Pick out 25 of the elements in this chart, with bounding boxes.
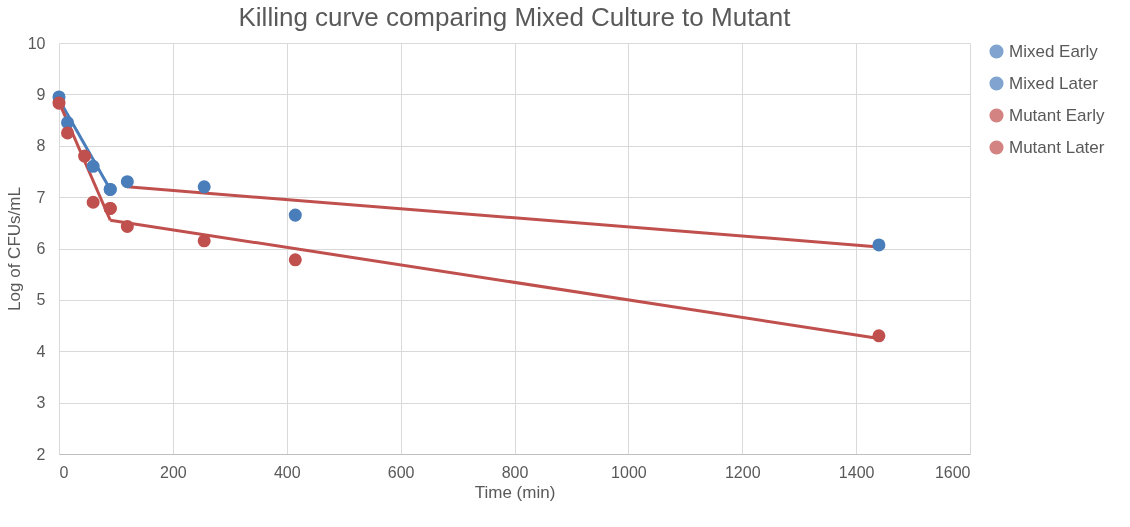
x-tick-label: 0: [59, 463, 69, 481]
y-tick-label: 6: [36, 240, 46, 257]
legend-label: Mutant Later: [1009, 137, 1105, 157]
y-tick-label: 5: [36, 291, 46, 309]
x-tick-label: 1200: [724, 463, 761, 481]
legend-label: Mutant Early: [1009, 105, 1105, 125]
x-tick-label: 600: [387, 463, 415, 481]
x-tick-label: 1400: [838, 463, 875, 481]
x-axis-title: Time (min): [474, 482, 556, 502]
legend-label: Mixed Later: [1009, 73, 1099, 93]
y-tick-label: 7: [36, 188, 46, 206]
x-tick-label: 200: [160, 463, 187, 481]
y-axis-title: Log of CFUs/mL: [4, 187, 24, 311]
x-tick-label: 1600: [934, 463, 971, 481]
y-tick-label: 10: [27, 34, 46, 52]
x-tick-label: 1000: [611, 463, 647, 481]
y-tick-label: 2: [36, 445, 46, 463]
y-tick-label: 9: [36, 85, 46, 103]
y-tick-label: 3: [36, 394, 46, 412]
y-tick-label: 4: [36, 342, 46, 360]
x-tick-label: 400: [273, 463, 301, 481]
chart-title: Killing curve comparing Mixed Culture to Mutant: [238, 2, 792, 32]
legend-label: Mixed Early: [1009, 41, 1099, 61]
x-tick-label: 800: [501, 463, 529, 481]
y-tick-label: 8: [36, 137, 46, 155]
